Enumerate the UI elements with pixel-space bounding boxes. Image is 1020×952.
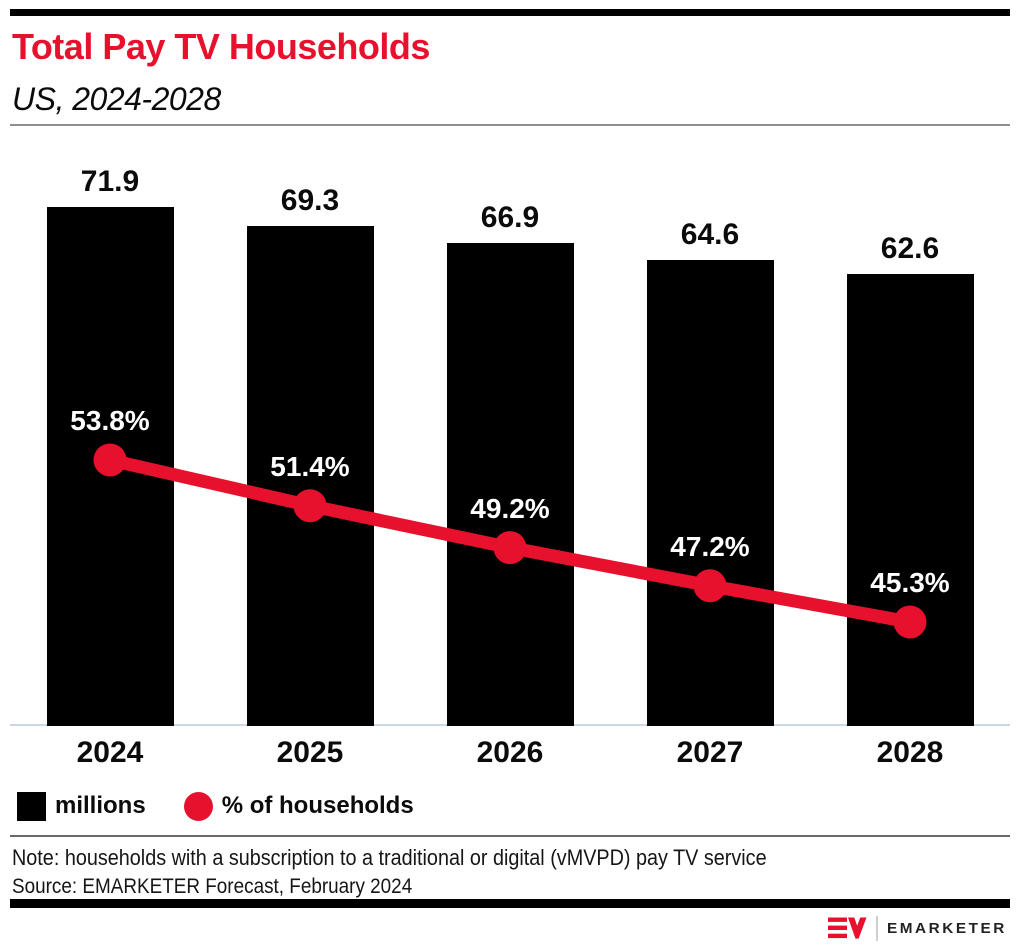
chart-legend: millions % of households	[17, 791, 414, 821]
bar-2027	[646, 259, 774, 726]
legend-swatch-millions	[17, 791, 46, 821]
header-divider	[10, 124, 1010, 126]
pct-dot-2028	[893, 605, 927, 639]
emarketer-logo-mark-icon	[828, 917, 867, 939]
chart-note-text: Note: households with a subscription to …	[12, 845, 767, 870]
chart-subtitle: US, 2024-2028	[12, 81, 221, 117]
emarketer-logo-text: EMARKETER	[887, 919, 1008, 937]
bar-value-2024: 71.9	[80, 165, 140, 199]
bottom-accent-bar	[10, 899, 1010, 908]
chart-title: Total Pay TV Households	[12, 26, 430, 67]
bar-2028	[846, 274, 974, 726]
chart-note: Note: households with a subscription to …	[12, 845, 850, 871]
bar-2026	[446, 243, 574, 726]
chart-source: Source: EMARKETER Forecast, February 202…	[12, 875, 457, 899]
legend-label-pct: % of households	[221, 792, 414, 819]
bar-value-2025: 69.3	[280, 183, 340, 217]
legend-swatch-pct	[183, 791, 213, 821]
bar-value-2028: 62.6	[880, 232, 940, 266]
legend-label-millions: millions	[55, 792, 146, 819]
pct-label-2028: 45.3%	[870, 566, 950, 598]
x-axis-label-2025: 2025	[276, 736, 344, 769]
pct-dot-2024	[93, 443, 127, 477]
x-axis-label-2028: 2028	[876, 736, 944, 769]
x-axis-label-2024: 2024	[76, 736, 144, 769]
chart-source-text: Source: EMARKETER Forecast, February 202…	[12, 875, 413, 898]
footer-divider	[10, 835, 1010, 837]
pct-dot-2025	[293, 489, 327, 523]
emarketer-logo: EMARKETER	[828, 915, 1005, 941]
bar-value-2027: 64.6	[680, 217, 740, 251]
bar-2025	[246, 225, 374, 726]
pct-label-2026: 49.2%	[470, 492, 550, 524]
top-accent-bar	[10, 9, 1010, 16]
pct-dot-2026	[493, 531, 527, 565]
logo-divider	[876, 915, 879, 941]
x-axis-label-2027: 2027	[676, 736, 744, 769]
pct-label-2027: 47.2%	[670, 530, 750, 562]
x-axis-label-2026: 2026	[476, 736, 544, 769]
pct-label-2025: 51.4%	[270, 450, 350, 482]
bar-value-2026: 66.9	[480, 201, 540, 235]
pct-label-2024: 53.8%	[70, 404, 150, 436]
pct-dot-2027	[693, 569, 727, 603]
